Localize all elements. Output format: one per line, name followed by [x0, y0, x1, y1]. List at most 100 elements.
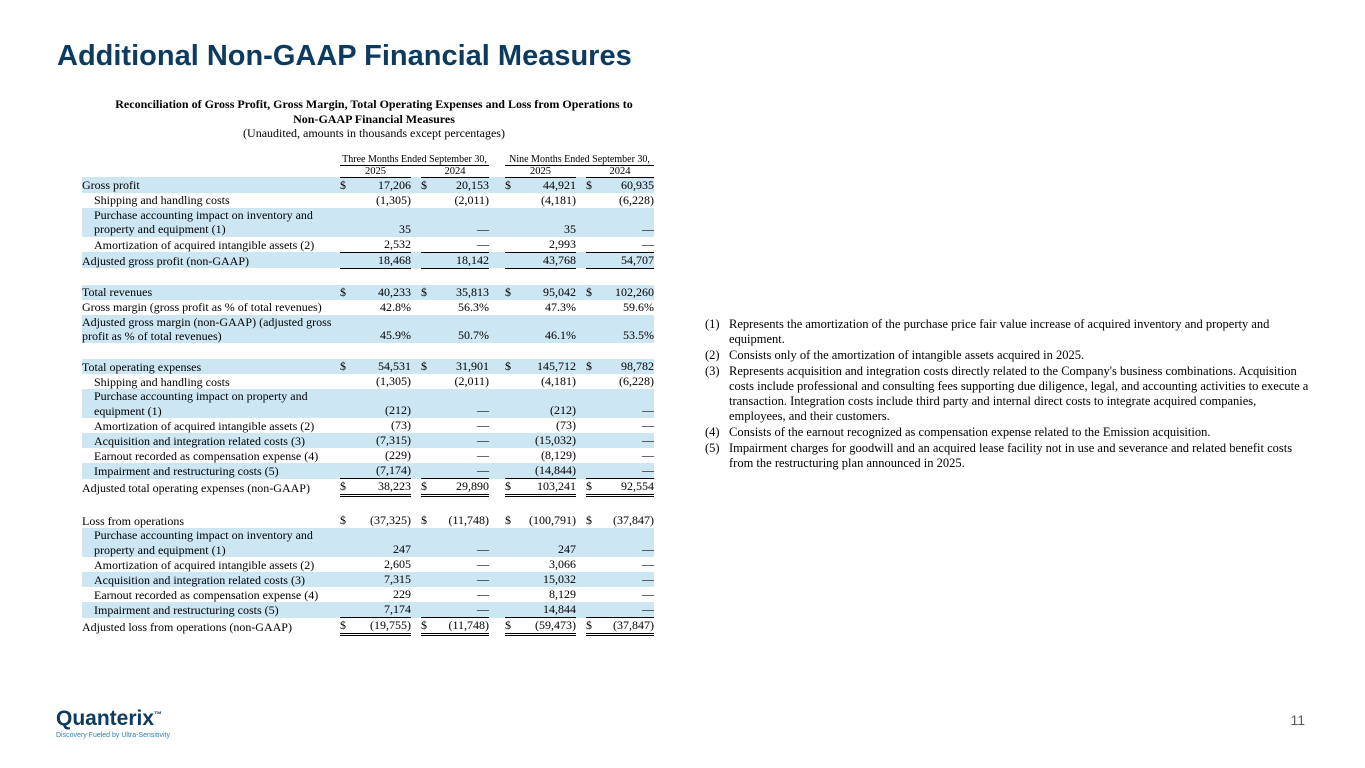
dollar-sign-cell: $ — [421, 478, 434, 498]
dollar-sign-cell — [586, 572, 599, 587]
value-cell: — — [434, 602, 489, 618]
row-label: Loss from operations — [82, 513, 184, 528]
value-cell: (73) — [391, 418, 411, 433]
group-gap — [489, 154, 505, 166]
value-cell: (37,325) — [370, 513, 411, 528]
value-cell: (6,228) — [619, 374, 655, 389]
footnote-text: Consists of the earnout recognized as co… — [729, 425, 1211, 439]
row-label: Purchase accounting impact on inventory … — [82, 207, 340, 237]
dollar-sign-cell — [586, 463, 599, 479]
dollar-sign-cell — [505, 300, 518, 315]
value-cell: (7,174) — [353, 463, 411, 479]
brand-name: Quanterix — [56, 707, 155, 730]
dollar-sign-cell: $ — [421, 617, 434, 636]
value-cell: — — [599, 528, 655, 557]
column-gap — [576, 448, 586, 463]
table-row: Total operating expenses $54,531 $31,901 $1… — [82, 359, 655, 375]
dollar-sign-cell — [505, 251, 518, 269]
empty-header-cell — [82, 165, 340, 177]
dollar-sign-cell: $ — [340, 284, 353, 300]
table-row: Impairment and restructuring costs (5) 7,… — [82, 602, 655, 618]
column-gap — [411, 528, 421, 557]
dollar-sign-cell — [505, 448, 518, 463]
table-row: Amortization of acquired intangible asse… — [82, 237, 654, 253]
row-label: Earnout recorded as compensation expense… — [94, 587, 319, 602]
footnote-text: Consists only of the amortization of int… — [729, 348, 1085, 362]
value-cell: 2,993 — [549, 236, 576, 251]
spacer-row — [82, 343, 655, 360]
table-row: Loss from operations $ (37,325) $ (11,748) $ (… — [82, 513, 654, 528]
value-cell: (7,315) — [353, 433, 411, 449]
column-gap — [411, 252, 421, 269]
column-gap — [576, 237, 586, 253]
value-cell: — — [599, 207, 655, 237]
column-gap — [576, 602, 586, 618]
dollar-sign-cell: $ — [340, 359, 353, 375]
column-gap — [576, 284, 586, 300]
table-heading-line2: Non-GAAP Financial Measures — [293, 111, 455, 126]
dollar-sign-cell — [340, 448, 353, 463]
row-label: Acquisition and integration related cost… — [82, 433, 340, 449]
dollar-sign-cell — [505, 374, 518, 389]
value-cell: 35,813 — [434, 284, 489, 300]
dollar-sign-cell — [421, 528, 434, 557]
table-row: Earnout recorded as compensation expense… — [82, 587, 654, 602]
column-gap — [411, 587, 421, 602]
dollar-sign-cell: $ — [421, 513, 427, 528]
column-gap — [576, 479, 586, 496]
column-gap — [489, 513, 505, 528]
value-cell: 3,066 — [549, 557, 576, 571]
value-cell: 38,223 — [353, 478, 411, 498]
column-gap — [489, 528, 505, 557]
column-gap — [576, 314, 586, 344]
dollar-sign-cell — [505, 314, 518, 344]
dollar-sign-cell — [421, 448, 434, 463]
footnote-text: Represents the amortization of the purch… — [729, 317, 1270, 346]
value-cell: — — [434, 463, 489, 479]
dollar-sign-cell — [340, 557, 353, 572]
dollar-sign-cell: $ — [340, 513, 346, 528]
value-cell: — — [599, 572, 655, 587]
dollar-sign-cell — [505, 602, 518, 618]
col-group-three-months: Three Months Ended September 30, — [340, 153, 489, 166]
dollar-sign-cell: $ — [340, 617, 353, 636]
column-gap — [489, 479, 505, 496]
dollar-sign-cell — [505, 572, 518, 587]
footnote-4: (4) Consists of the earnout recognized a… — [705, 425, 1315, 440]
dollar-sign-cell — [421, 251, 434, 269]
table-row: Purchase accounting impact on property a… — [82, 389, 655, 419]
column-group-header-row: Three Months Ended September 30, Nine Mo… — [82, 153, 655, 166]
column-gap — [489, 300, 505, 315]
column-gap — [489, 207, 505, 237]
footnote-marker: (4) — [705, 425, 720, 439]
column-gap — [411, 572, 421, 587]
dollar-sign-cell — [340, 463, 353, 479]
value-cell: 40,233 — [353, 284, 411, 300]
col-group-nine-months: Nine Months Ended September 30, — [505, 153, 655, 166]
column-gap — [411, 389, 421, 419]
value-cell: 17,206 — [353, 177, 411, 193]
column-gap — [411, 237, 421, 253]
dollar-sign-cell — [340, 602, 353, 618]
value-cell: (37,847) — [599, 617, 655, 636]
year-header-row: 2025 2024 2025 2024 — [82, 165, 655, 178]
year-gap — [576, 165, 586, 177]
value-cell: 7,174 — [353, 602, 411, 618]
row-label: Amortization of acquired intangible asse… — [94, 418, 315, 433]
dollar-sign-cell: $ — [505, 478, 518, 498]
table-row: Purchase accounting impact on inventory … — [82, 207, 655, 237]
dollar-sign-cell — [421, 300, 434, 315]
dollar-sign-cell — [421, 572, 434, 587]
dollar-sign-cell — [586, 448, 599, 463]
reconciliation-table-section: Reconciliation of Gross Profit, Gross Ma… — [82, 97, 666, 636]
dollar-sign-cell — [421, 389, 434, 419]
column-gap — [576, 252, 586, 269]
column-gap — [489, 314, 505, 344]
footnote-1: (1) Represents the amortization of the p… — [705, 317, 1315, 347]
column-gap — [576, 587, 586, 602]
value-cell: (11,748) — [448, 513, 489, 528]
dollar-sign-cell — [340, 193, 353, 208]
row-label: Impairment and restructuring costs (5) — [82, 463, 340, 479]
dollar-sign-cell — [340, 251, 353, 269]
value-cell: 60,935 — [599, 177, 655, 193]
